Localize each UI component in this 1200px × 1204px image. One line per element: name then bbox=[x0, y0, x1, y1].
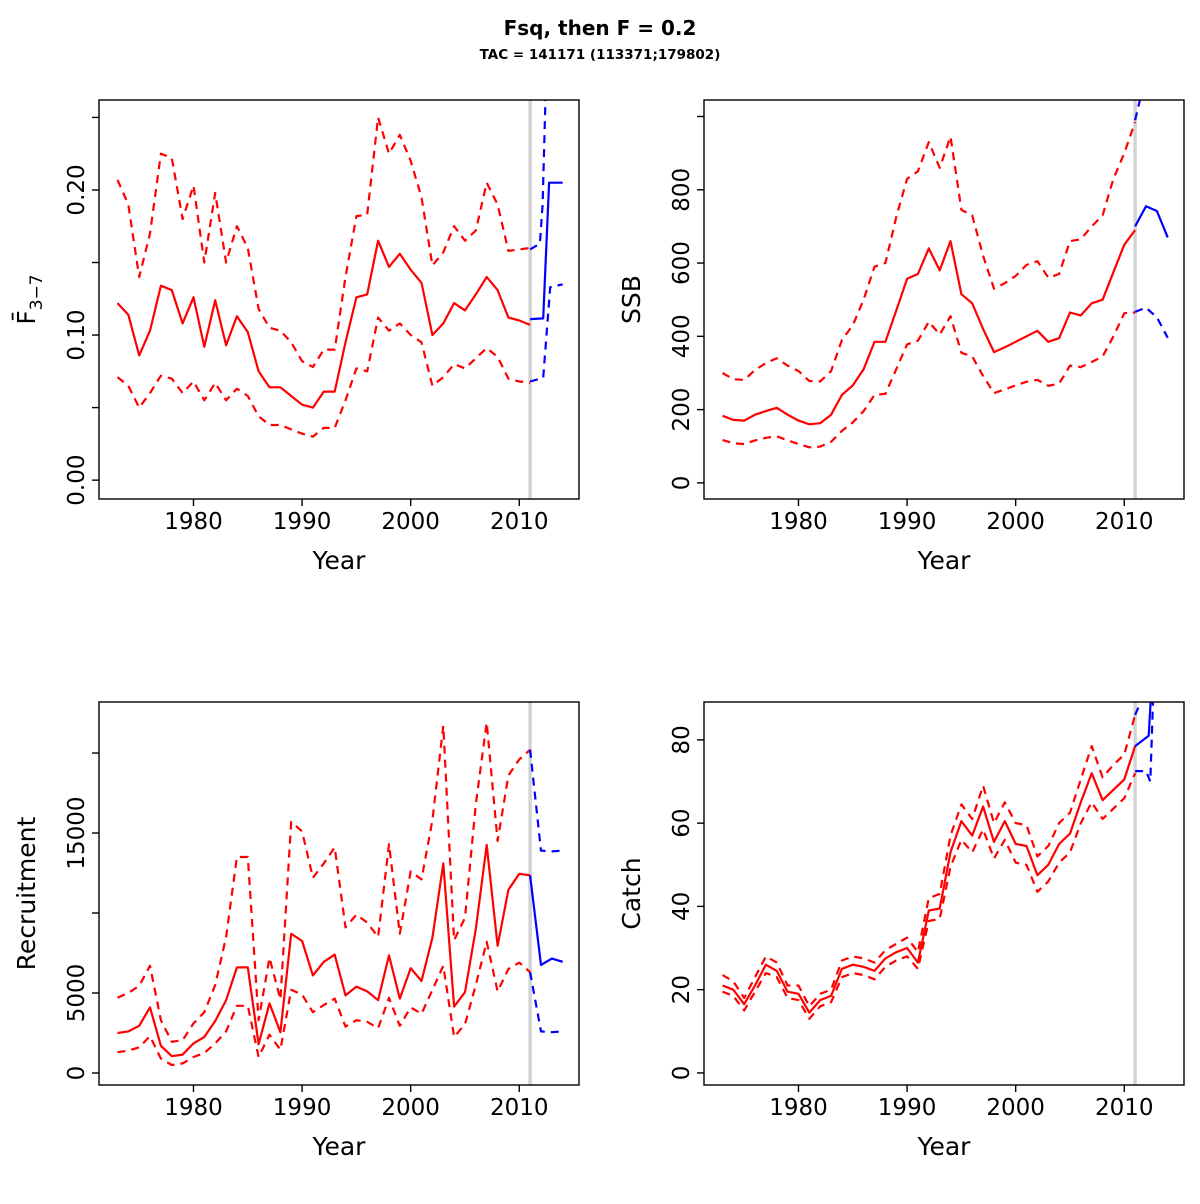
catch-ci-lower-line bbox=[722, 772, 1137, 1020]
x-tick-label: 2000 bbox=[986, 1095, 1045, 1121]
ssb-y-axis-title: SSB bbox=[617, 275, 646, 324]
panel-border bbox=[703, 701, 1185, 1086]
ssb-forecast-upper-line bbox=[1134, 100, 1142, 121]
x-tick-label: 2010 bbox=[490, 509, 549, 535]
x-tick-label: 1990 bbox=[273, 1095, 332, 1121]
catch-forecast-lower-line bbox=[1135, 702, 1155, 783]
y-tick-label: 0.10 bbox=[64, 309, 90, 360]
x-tick-label: 1990 bbox=[878, 1095, 937, 1121]
x-tick-label: 1990 bbox=[878, 509, 937, 535]
recruitment-x-axis-title: Year bbox=[312, 1132, 367, 1161]
recruitment-y-axis-title: Recruitment bbox=[12, 816, 41, 970]
fbar-y-axis-title: F̄3−7 bbox=[11, 274, 47, 324]
panel-recruitment: 1980 1990 2000 2010 0 5000 15000 Year Recruitmen… bbox=[12, 701, 580, 1161]
fbar-ci-upper-line bbox=[116, 116, 531, 369]
recruitment-forecast-median-line bbox=[529, 875, 564, 967]
catch-ci-upper-line bbox=[721, 714, 1137, 1008]
x-tick-label: 2000 bbox=[986, 509, 1045, 535]
y-tick-label: 800 bbox=[669, 168, 695, 212]
x-tick-label: 1980 bbox=[769, 1095, 828, 1121]
y-tick-label: 40 bbox=[669, 892, 695, 921]
ssb-ci-upper-line bbox=[721, 121, 1137, 383]
catch-median-line bbox=[722, 745, 1137, 1014]
fbar-x-axis-title: Year bbox=[312, 546, 367, 575]
recruitment-ci-upper-line bbox=[117, 721, 531, 1043]
panel-border bbox=[98, 99, 580, 500]
ssb-forecast-median-line bbox=[1134, 205, 1169, 238]
x-tick-label: 1980 bbox=[164, 1095, 223, 1121]
y-tick-label: 0 bbox=[669, 476, 695, 491]
y-tick-label: 80 bbox=[669, 725, 695, 754]
ssb-x-axis-title: Year bbox=[917, 546, 972, 575]
y-tick-label: 600 bbox=[669, 241, 695, 285]
fbar-forecast-median-line bbox=[530, 181, 563, 321]
catch-series bbox=[721, 702, 1155, 1020]
recruitment-forecast-upper-line bbox=[529, 749, 563, 853]
y-tick-label: 20 bbox=[669, 975, 695, 1004]
fbar-forecast-upper-line bbox=[529, 100, 547, 251]
y-tick-label: 60 bbox=[669, 809, 695, 838]
x-tick-label: 1980 bbox=[164, 509, 223, 535]
recruitment-series bbox=[117, 721, 564, 1067]
y-tick-label: 0.00 bbox=[64, 455, 90, 506]
ssb-series bbox=[721, 100, 1169, 449]
catch-x-axis-title: Year bbox=[917, 1132, 972, 1161]
y-tick-label: 0 bbox=[64, 1066, 90, 1081]
y-tick-label: 400 bbox=[669, 314, 695, 358]
y-tick-label: 0.20 bbox=[64, 164, 90, 215]
panel-border bbox=[98, 701, 580, 1086]
catch-y-axis-title: Catch bbox=[617, 857, 646, 929]
recruitment-median-line bbox=[117, 843, 531, 1058]
panel-border bbox=[703, 99, 1185, 500]
panel-fbar: 1980 1990 2000 2010 0.00 0.10 0.20 Year F̄3−7 bbox=[11, 99, 580, 575]
panel-catch: 1980 1990 2000 2010 0 20 40 60 80 Year Catch bbox=[617, 701, 1185, 1161]
fbar-forecast-lower-line bbox=[529, 283, 563, 383]
x-tick-label: 2000 bbox=[381, 509, 440, 535]
x-tick-label: 1980 bbox=[769, 509, 828, 535]
panel-ssb: 1980 1990 2000 2010 0 200 400 600 800 Year SSB bbox=[617, 99, 1185, 575]
recruitment-ci-lower-line bbox=[117, 940, 531, 1067]
fbar-series bbox=[116, 100, 563, 438]
x-tick-label: 1990 bbox=[273, 509, 332, 535]
x-tick-label: 2010 bbox=[1095, 509, 1154, 535]
x-tick-label: 2010 bbox=[490, 1095, 549, 1121]
fbar-ci-lower-line bbox=[116, 316, 531, 438]
catch-forecast-upper-line bbox=[1134, 702, 1142, 716]
plot-subtitle: TAC = 141171 (113371;179802) bbox=[479, 47, 721, 63]
ssb-forecast-lower-line bbox=[1134, 306, 1169, 339]
y-tick-label: 5000 bbox=[64, 964, 90, 1023]
fbar-median-line bbox=[116, 239, 531, 409]
plot-title: Fsq, then F = 0.2 bbox=[503, 16, 697, 40]
y-tick-label: 15000 bbox=[64, 796, 90, 869]
ssb-median-line bbox=[722, 229, 1136, 426]
x-tick-label: 2000 bbox=[381, 1095, 440, 1121]
recruitment-forecast-lower-line bbox=[529, 972, 563, 1034]
y-tick-label: 0 bbox=[669, 1066, 695, 1081]
y-tick-label: 200 bbox=[669, 388, 695, 432]
ssb-ci-lower-line bbox=[722, 311, 1136, 449]
x-tick-label: 2010 bbox=[1095, 1095, 1154, 1121]
